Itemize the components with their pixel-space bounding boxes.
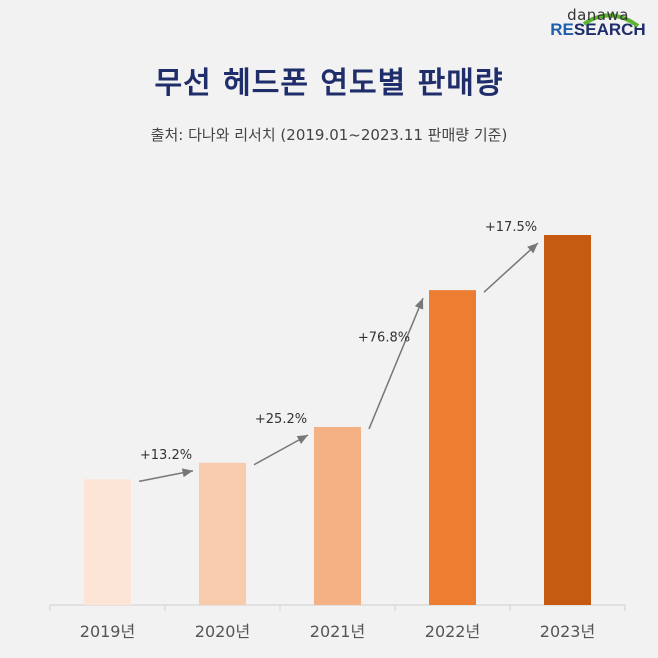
danawa-research-logo: danawa RESEARCH [550,6,646,40]
bar-2023 [544,235,591,605]
bar-2019 [84,479,131,605]
bar-2021 [314,426,361,605]
growth-arrow [368,297,424,430]
logo-re-text: RE [550,20,574,39]
growth-arrow [483,242,539,293]
x-tick-label: 2021년 [310,622,365,641]
growth-label: +76.8% [358,331,410,346]
growth-arrow [138,468,194,483]
x-tick-label: 2023년 [540,622,595,641]
growth-label: +13.2% [140,448,192,463]
growth-label: +17.5% [485,220,537,235]
x-tick-label: 2019년 [80,622,135,641]
chart-title: 무선 헤드폰 연도별 판매량 [154,66,504,101]
x-tick-label: 2020년 [195,622,250,641]
logo-swoosh-icon [582,13,640,28]
x-tick-label: 2022년 [425,622,480,641]
bar-2022 [429,290,476,605]
growth-arrow [253,434,309,466]
bar-2020 [199,462,246,605]
chart-subtitle: 출처: 다나와 리서치 (2019.01~2023.11 판매량 기준) [150,126,508,144]
logo-top-text: danawa [567,6,629,24]
logo-rest-text: SEARCH [573,20,646,39]
growth-label: +25.2% [255,412,307,427]
